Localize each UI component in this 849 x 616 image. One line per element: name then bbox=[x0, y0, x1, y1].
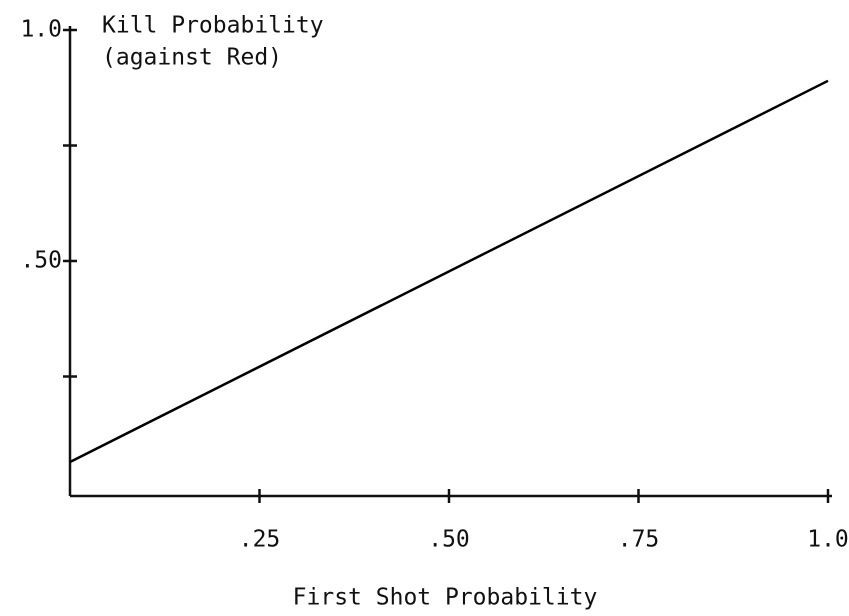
x-tick-label: .50 bbox=[428, 527, 470, 553]
y-tick-label: 1.0 bbox=[20, 17, 62, 43]
y-axis-label: (against Red) bbox=[102, 45, 282, 71]
y-axis-label: Kill Probability bbox=[102, 13, 324, 39]
y-tick-label: .50 bbox=[20, 248, 62, 274]
x-axis-label: First Shot Probability bbox=[293, 585, 598, 611]
data-line bbox=[69, 79, 829, 464]
x-tick-label: 1.0 bbox=[807, 527, 849, 553]
x-tick-label: .25 bbox=[239, 527, 281, 553]
x-tick-label: .75 bbox=[618, 527, 660, 553]
